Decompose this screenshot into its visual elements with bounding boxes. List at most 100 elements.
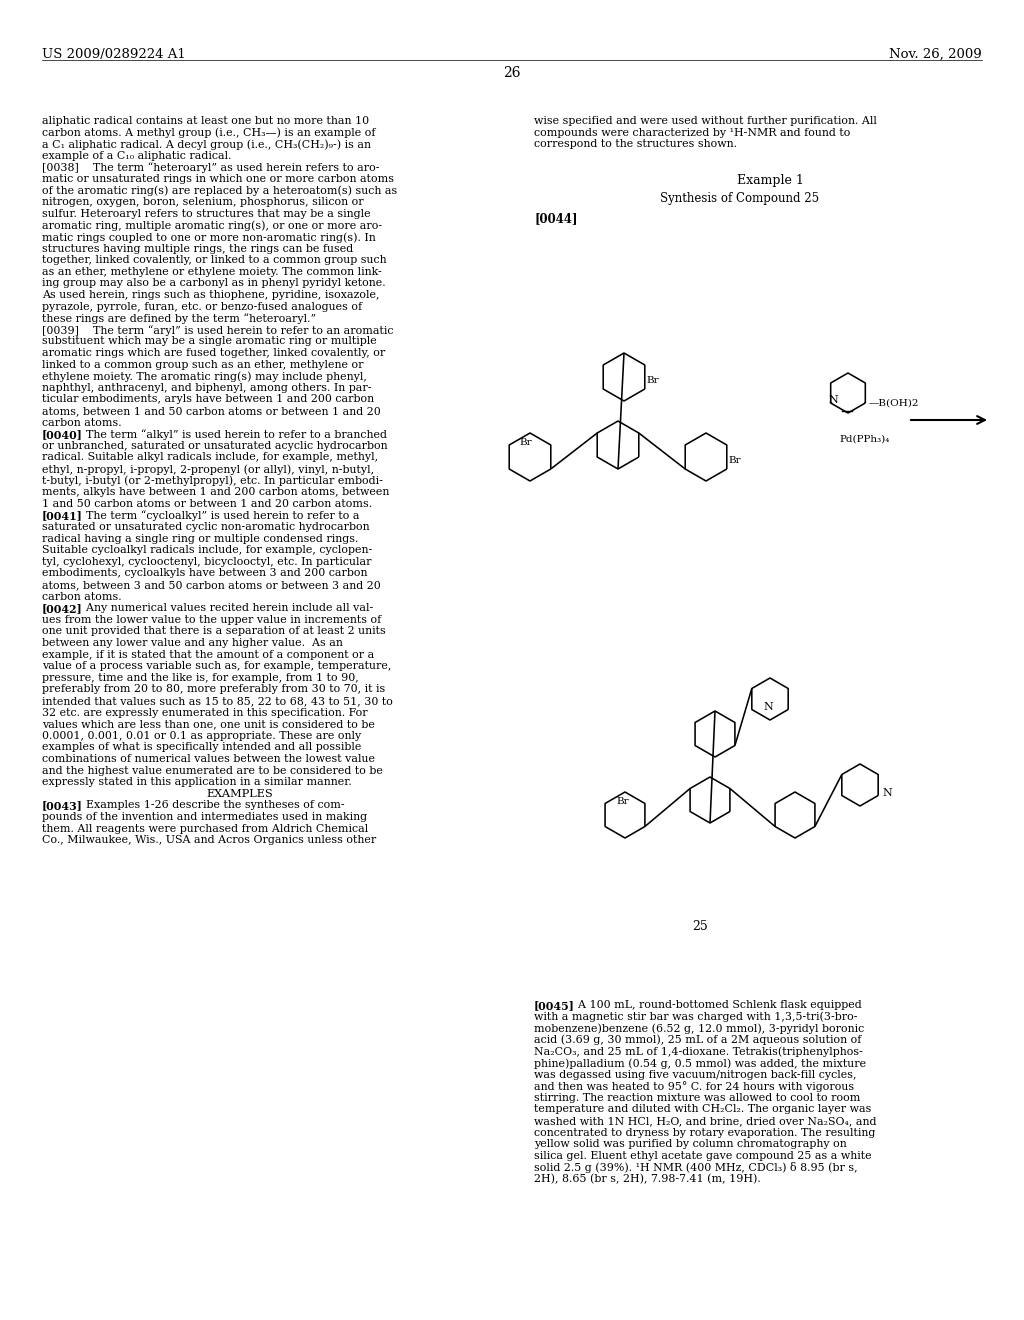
Text: value of a process variable such as, for example, temperature,: value of a process variable such as, for… — [42, 661, 391, 671]
Text: [0044]: [0044] — [534, 213, 578, 224]
Text: ethyl, n-propyl, i-propyl, 2-propenyl (or allyl), vinyl, n-butyl,: ethyl, n-propyl, i-propyl, 2-propenyl (o… — [42, 465, 374, 475]
Text: aromatic ring, multiple aromatic ring(s), or one or more aro-: aromatic ring, multiple aromatic ring(s)… — [42, 220, 382, 231]
Text: atoms, between 3 and 50 carbon atoms or between 3 and 20: atoms, between 3 and 50 carbon atoms or … — [42, 579, 381, 590]
Text: values which are less than one, one unit is considered to be: values which are less than one, one unit… — [42, 719, 375, 729]
Text: [0038]    The term “heteroaryl” as used herein refers to aro-: [0038] The term “heteroaryl” as used her… — [42, 162, 380, 173]
Text: Na₂CO₃, and 25 mL of 1,4-dioxane. Tetrakis(triphenylphos-: Na₂CO₃, and 25 mL of 1,4-dioxane. Tetrak… — [534, 1047, 863, 1057]
Text: silica gel. Eluent ethyl acetate gave compound 25 as a white: silica gel. Eluent ethyl acetate gave co… — [534, 1151, 871, 1160]
Text: naphthyl, anthracenyl, and biphenyl, among others. In par-: naphthyl, anthracenyl, and biphenyl, amo… — [42, 383, 372, 393]
Text: [0040]: [0040] — [42, 429, 83, 440]
Text: carbon atoms. A methyl group (i.e., CH₃—) is an example of: carbon atoms. A methyl group (i.e., CH₃—… — [42, 128, 376, 139]
Text: intended that values such as 15 to 85, 22 to 68, 43 to 51, 30 to: intended that values such as 15 to 85, 2… — [42, 696, 393, 706]
Text: As used herein, rings such as thiophene, pyridine, isoxazole,: As used herein, rings such as thiophene,… — [42, 290, 380, 300]
Text: together, linked covalently, or linked to a common group such: together, linked covalently, or linked t… — [42, 255, 387, 265]
Text: ticular embodiments, aryls have between 1 and 200 carbon: ticular embodiments, aryls have between … — [42, 395, 374, 404]
Text: The term “alkyl” is used herein to refer to a branched: The term “alkyl” is used herein to refer… — [73, 429, 387, 440]
Text: acid (3.69 g, 30 mmol), 25 mL of a 2M aqueous solution of: acid (3.69 g, 30 mmol), 25 mL of a 2M aq… — [534, 1035, 861, 1045]
Text: phine)palladium (0.54 g, 0.5 mmol) was added, the mixture: phine)palladium (0.54 g, 0.5 mmol) was a… — [534, 1059, 866, 1069]
Text: —B(OH)2: —B(OH)2 — [868, 399, 919, 408]
Text: 26: 26 — [503, 66, 521, 81]
Text: nitrogen, oxygen, boron, selenium, phosphorus, silicon or: nitrogen, oxygen, boron, selenium, phosp… — [42, 197, 364, 207]
Text: yellow solid was purified by column chromatography on: yellow solid was purified by column chro… — [534, 1139, 847, 1150]
Text: aromatic rings which are fused together, linked covalently, or: aromatic rings which are fused together,… — [42, 348, 385, 358]
Text: Co., Milwaukee, Wis., USA and Acros Organics unless other: Co., Milwaukee, Wis., USA and Acros Orga… — [42, 836, 376, 845]
Text: Br: Br — [616, 797, 630, 807]
Text: Nov. 26, 2009: Nov. 26, 2009 — [889, 48, 982, 61]
Text: N: N — [763, 702, 773, 711]
Text: US 2009/0289224 A1: US 2009/0289224 A1 — [42, 48, 185, 61]
Text: radical. Suitable alkyl radicals include, for example, methyl,: radical. Suitable alkyl radicals include… — [42, 453, 378, 462]
Text: these rings are defined by the term “heteroaryl.”: these rings are defined by the term “het… — [42, 313, 316, 323]
Text: pounds of the invention and intermediates used in making: pounds of the invention and intermediate… — [42, 812, 368, 822]
Text: example, if it is stated that the amount of a component or a: example, if it is stated that the amount… — [42, 649, 374, 660]
Text: ues from the lower value to the upper value in increments of: ues from the lower value to the upper va… — [42, 615, 381, 624]
Text: t-butyl, i-butyl (or 2-methylpropyl), etc. In particular embodi-: t-butyl, i-butyl (or 2-methylpropyl), et… — [42, 475, 383, 486]
Text: sulfur. Heteroaryl refers to structures that may be a single: sulfur. Heteroaryl refers to structures … — [42, 209, 371, 219]
Text: example of a C₁₀ aliphatic radical.: example of a C₁₀ aliphatic radical. — [42, 150, 231, 161]
Text: temperature and diluted with CH₂Cl₂. The organic layer was: temperature and diluted with CH₂Cl₂. The… — [534, 1105, 871, 1114]
Text: them. All reagents were purchased from Aldrich Chemical: them. All reagents were purchased from A… — [42, 824, 369, 834]
Text: and then was heated to 95° C. for 24 hours with vigorous: and then was heated to 95° C. for 24 hou… — [534, 1081, 854, 1092]
Text: concentrated to dryness by rotary evaporation. The resulting: concentrated to dryness by rotary evapor… — [534, 1127, 876, 1138]
Text: radical having a single ring or multiple condensed rings.: radical having a single ring or multiple… — [42, 533, 358, 544]
Text: N: N — [883, 788, 892, 799]
Text: 32 etc. are expressly enumerated in this specification. For: 32 etc. are expressly enumerated in this… — [42, 708, 368, 718]
Text: pyrazole, pyrrole, furan, etc. or benzo-fused analogues of: pyrazole, pyrrole, furan, etc. or benzo-… — [42, 301, 362, 312]
Text: combinations of numerical values between the lowest value: combinations of numerical values between… — [42, 754, 375, 764]
Text: substituent which may be a single aromatic ring or multiple: substituent which may be a single aromat… — [42, 337, 377, 346]
Text: atoms, between 1 and 50 carbon atoms or between 1 and 20: atoms, between 1 and 50 carbon atoms or … — [42, 407, 381, 416]
Text: ethylene moiety. The aromatic ring(s) may include phenyl,: ethylene moiety. The aromatic ring(s) ma… — [42, 371, 367, 381]
Text: EXAMPLES: EXAMPLES — [207, 789, 273, 799]
Text: [0041]: [0041] — [42, 511, 83, 521]
Text: wise specified and were used without further purification. All: wise specified and were used without fur… — [534, 116, 877, 125]
Text: solid 2.5 g (39%). ¹H NMR (400 MHz, CDCl₃) δ 8.95 (br s,: solid 2.5 g (39%). ¹H NMR (400 MHz, CDCl… — [534, 1163, 858, 1173]
Text: compounds were characterized by ¹H-NMR and found to: compounds were characterized by ¹H-NMR a… — [534, 128, 850, 137]
Text: examples of what is specifically intended and all possible: examples of what is specifically intende… — [42, 742, 361, 752]
Text: was degassed using five vacuum/nitrogen back-fill cycles,: was degassed using five vacuum/nitrogen … — [534, 1069, 856, 1080]
Text: The term “cycloalkyl” is used herein to refer to a: The term “cycloalkyl” is used herein to … — [73, 511, 359, 521]
Text: Pd(PPh₃)₄: Pd(PPh₃)₄ — [840, 436, 890, 444]
Text: [0043]: [0043] — [42, 800, 83, 812]
Text: with a magnetic stir bar was charged with 1,3,5-tri(3-bro-: with a magnetic stir bar was charged wit… — [534, 1011, 857, 1022]
Text: Br: Br — [729, 455, 741, 465]
Text: stirring. The reaction mixture was allowed to cool to room: stirring. The reaction mixture was allow… — [534, 1093, 860, 1102]
Text: tyl, cyclohexyl, cyclooctenyl, bicyclooctyl, etc. In particular: tyl, cyclohexyl, cyclooctenyl, bicyclooc… — [42, 557, 372, 566]
Text: 2H), 8.65 (br s, 2H), 7.98-7.41 (m, 19H).: 2H), 8.65 (br s, 2H), 7.98-7.41 (m, 19H)… — [534, 1173, 761, 1184]
Text: Any numerical values recited herein include all val-: Any numerical values recited herein incl… — [73, 603, 374, 614]
Text: structures having multiple rings, the rings can be fused: structures having multiple rings, the ri… — [42, 244, 353, 253]
Text: Br: Br — [520, 438, 532, 447]
Text: washed with 1N HCl, H₂O, and brine, dried over Na₂SO₄, and: washed with 1N HCl, H₂O, and brine, drie… — [534, 1115, 877, 1126]
Text: carbon atoms.: carbon atoms. — [42, 417, 122, 428]
Text: as an ether, methylene or ethylene moiety. The common link-: as an ether, methylene or ethylene moiet… — [42, 267, 382, 277]
Text: [0045]: [0045] — [534, 1001, 574, 1011]
Text: N: N — [828, 395, 838, 405]
Text: correspond to the structures shown.: correspond to the structures shown. — [534, 139, 737, 149]
Text: aliphatic radical contains at least one but no more than 10: aliphatic radical contains at least one … — [42, 116, 369, 125]
Text: matic or unsaturated rings in which one or more carbon atoms: matic or unsaturated rings in which one … — [42, 174, 394, 183]
Text: Br: Br — [647, 376, 659, 385]
Text: Suitable cycloalkyl radicals include, for example, cyclopen-: Suitable cycloalkyl radicals include, fo… — [42, 545, 373, 556]
Text: Example 1: Example 1 — [736, 174, 804, 187]
Text: carbon atoms.: carbon atoms. — [42, 591, 122, 602]
Text: of the aromatic ring(s) are replaced by a heteroatom(s) such as: of the aromatic ring(s) are replaced by … — [42, 186, 397, 197]
Text: embodiments, cycloalkyls have between 3 and 200 carbon: embodiments, cycloalkyls have between 3 … — [42, 569, 368, 578]
Text: pressure, time and the like is, for example, from 1 to 90,: pressure, time and the like is, for exam… — [42, 673, 358, 682]
Text: 0.0001, 0.001, 0.01 or 0.1 as appropriate. These are only: 0.0001, 0.001, 0.01 or 0.1 as appropriat… — [42, 731, 361, 741]
Text: [0039]    The term “aryl” is used herein to refer to an aromatic: [0039] The term “aryl” is used herein to… — [42, 325, 393, 335]
Text: ments, alkyls have between 1 and 200 carbon atoms, between: ments, alkyls have between 1 and 200 car… — [42, 487, 389, 498]
Text: between any lower value and any higher value.  As an: between any lower value and any higher v… — [42, 638, 343, 648]
Text: preferably from 20 to 80, more preferably from 30 to 70, it is: preferably from 20 to 80, more preferabl… — [42, 684, 385, 694]
Text: Examples 1-26 describe the syntheses of com-: Examples 1-26 describe the syntheses of … — [73, 800, 345, 810]
Text: or unbranched, saturated or unsaturated acyclic hydrocarbon: or unbranched, saturated or unsaturated … — [42, 441, 388, 451]
Text: and the highest value enumerated are to be considered to be: and the highest value enumerated are to … — [42, 766, 383, 776]
Text: [0042]: [0042] — [42, 603, 83, 614]
Text: Synthesis of Compound 25: Synthesis of Compound 25 — [660, 191, 819, 205]
Text: matic rings coupled to one or more non-aromatic ring(s). In: matic rings coupled to one or more non-a… — [42, 232, 376, 243]
Text: 25: 25 — [692, 920, 708, 933]
Text: A 100 mL, round-bottomed Schlenk flask equipped: A 100 mL, round-bottomed Schlenk flask e… — [564, 1001, 862, 1010]
Text: linked to a common group such as an ether, methylene or: linked to a common group such as an ethe… — [42, 359, 364, 370]
Text: saturated or unsaturated cyclic non-aromatic hydrocarbon: saturated or unsaturated cyclic non-arom… — [42, 521, 370, 532]
Text: expressly stated in this application in a similar manner.: expressly stated in this application in … — [42, 777, 352, 787]
Text: 1 and 50 carbon atoms or between 1 and 20 carbon atoms.: 1 and 50 carbon atoms or between 1 and 2… — [42, 499, 372, 508]
Text: mobenzene)benzene (6.52 g, 12.0 mmol), 3-pyridyl boronic: mobenzene)benzene (6.52 g, 12.0 mmol), 3… — [534, 1023, 864, 1034]
